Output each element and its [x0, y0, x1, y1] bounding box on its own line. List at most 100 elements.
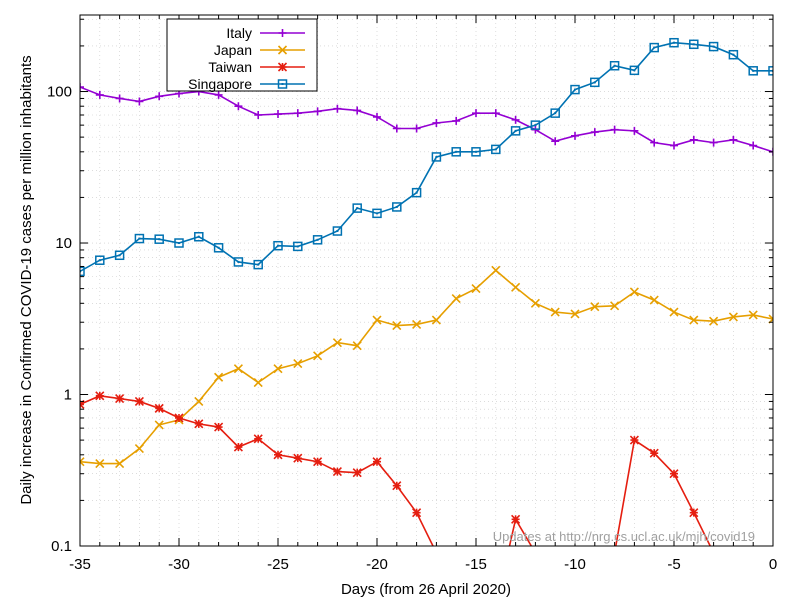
data-point-italy	[709, 138, 718, 147]
y-tick-label: 10	[55, 235, 72, 252]
y-tick-label: 100	[47, 84, 72, 101]
data-point-italy	[689, 135, 698, 144]
data-point-singapore	[669, 37, 679, 48]
data-point-taiwan	[174, 413, 184, 423]
data-point-italy	[551, 137, 560, 146]
data-point-italy	[412, 124, 421, 133]
data-point-italy	[432, 118, 441, 127]
data-point-italy	[610, 125, 619, 134]
x-axis-label: Days (from 26 April 2020)	[341, 581, 511, 598]
data-point-japan	[451, 293, 461, 304]
data-point-singapore	[154, 234, 164, 244]
data-point-taiwan	[412, 508, 422, 518]
data-point-singapore	[134, 233, 145, 244]
data-point-japan	[214, 372, 224, 382]
data-point-taiwan	[392, 481, 402, 491]
series-italy	[80, 83, 773, 156]
data-point-japan	[590, 302, 600, 312]
data-point-taiwan	[611, 549, 619, 557]
legend-label-taiwan: Taiwan	[208, 59, 252, 75]
data-point-italy	[333, 104, 342, 113]
x-tick-label: -15	[465, 556, 487, 573]
data-point-italy	[115, 94, 124, 103]
x-tick-label: -10	[564, 556, 586, 573]
data-point-singapore	[194, 231, 204, 242]
data-point-taiwan	[531, 549, 539, 557]
data-point-singapore	[629, 65, 640, 76]
data-point-taiwan	[253, 434, 263, 444]
data-point-japan	[392, 321, 402, 331]
data-point-singapore	[372, 208, 382, 219]
legend-marker-singapore	[277, 79, 288, 89]
x-tick-label: -5	[667, 556, 680, 573]
series-singapore	[80, 37, 773, 277]
data-point-taiwan	[293, 453, 303, 463]
data-point-singapore	[550, 108, 560, 118]
data-point-taiwan	[233, 442, 243, 452]
data-point-singapore	[431, 152, 442, 162]
data-point-singapore	[233, 257, 244, 267]
data-point-singapore	[352, 203, 362, 213]
data-point-italy	[274, 110, 282, 119]
data-point-japan	[352, 341, 362, 351]
data-point-japan	[154, 420, 164, 430]
data-point-japan	[293, 359, 303, 369]
data-point-italy	[670, 141, 678, 150]
data-point-singapore	[491, 144, 501, 155]
data-point-japan	[649, 295, 659, 305]
data-point-japan	[689, 315, 699, 325]
legend-item-singapore: Singapore	[188, 76, 305, 92]
plot-frame	[79, 14, 774, 547]
data-point-singapore	[748, 66, 758, 76]
data-point-singapore	[471, 147, 481, 157]
data-point-japan	[80, 457, 85, 467]
data-point-japan	[253, 377, 263, 388]
data-point-italy	[313, 107, 322, 116]
watermark-text[interactable]: Updates at http://nrg.cs.ucl.ac.uk/mjh/c…	[493, 529, 755, 544]
data-point-japan	[748, 310, 758, 320]
data-point-singapore	[392, 202, 402, 212]
data-point-taiwan	[432, 549, 440, 557]
data-point-taiwan	[710, 549, 718, 557]
legend-label-italy: Italy	[226, 25, 252, 41]
data-point-singapore	[174, 238, 184, 248]
data-point-italy	[729, 135, 738, 144]
data-point-italy	[373, 112, 381, 121]
legend-label-singapore: Singapore	[188, 76, 252, 92]
data-point-taiwan	[214, 422, 224, 432]
data-point-taiwan	[273, 450, 283, 460]
data-point-singapore	[689, 39, 699, 50]
data-point-japan	[610, 301, 620, 311]
data-point-taiwan	[313, 457, 323, 467]
data-point-taiwan	[352, 468, 362, 478]
data-point-singapore	[312, 235, 323, 245]
data-point-singapore	[273, 240, 283, 251]
data-point-italy	[293, 109, 302, 118]
data-point-singapore	[609, 60, 620, 71]
x-tick-label: -25	[267, 556, 289, 573]
data-point-italy	[650, 138, 659, 147]
data-point-singapore	[411, 187, 422, 198]
data-point-singapore	[530, 120, 541, 130]
data-point-italy	[353, 106, 362, 115]
data-point-italy	[571, 131, 579, 140]
data-point-singapore	[253, 259, 263, 270]
legend-item-japan: Japan	[214, 42, 305, 58]
data-point-japan	[194, 396, 204, 407]
data-point-japan	[550, 307, 560, 317]
data-point-taiwan	[115, 394, 125, 404]
series-line-japan	[80, 269, 773, 465]
y-tick-label: 1	[64, 387, 72, 404]
data-point-japan	[273, 364, 283, 374]
data-point-singapore	[590, 77, 600, 88]
legend-marker-italy	[278, 29, 287, 37]
series-group	[80, 37, 773, 557]
data-point-taiwan	[154, 403, 164, 413]
grid	[79, 15, 774, 547]
data-point-italy	[392, 124, 401, 133]
data-point-singapore	[728, 49, 739, 60]
x-tick-label: -20	[366, 556, 388, 573]
data-point-singapore	[451, 147, 461, 157]
data-point-italy	[214, 90, 223, 99]
data-point-japan	[669, 307, 679, 317]
